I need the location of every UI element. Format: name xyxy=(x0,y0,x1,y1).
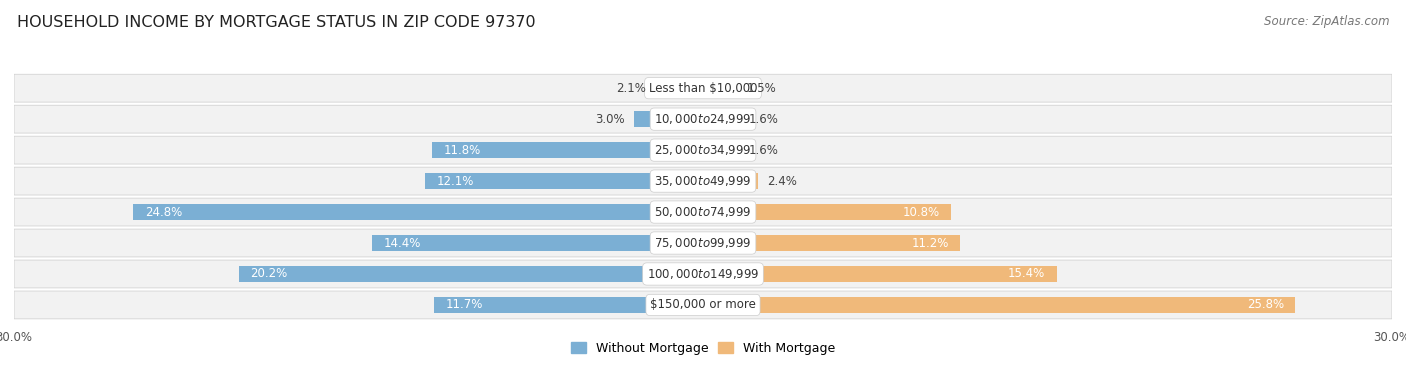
Text: 2.1%: 2.1% xyxy=(616,82,645,94)
Text: 1.6%: 1.6% xyxy=(749,144,779,156)
FancyBboxPatch shape xyxy=(14,167,1392,195)
FancyBboxPatch shape xyxy=(14,105,1392,133)
Text: 24.8%: 24.8% xyxy=(145,206,183,218)
Text: $100,000 to $149,999: $100,000 to $149,999 xyxy=(647,267,759,281)
Text: 12.1%: 12.1% xyxy=(437,175,474,187)
FancyBboxPatch shape xyxy=(14,198,1392,226)
Bar xyxy=(434,297,703,313)
Legend: Without Mortgage, With Mortgage: Without Mortgage, With Mortgage xyxy=(565,337,841,360)
Text: 11.2%: 11.2% xyxy=(911,237,949,249)
FancyBboxPatch shape xyxy=(14,136,1392,164)
Text: 15.4%: 15.4% xyxy=(1008,268,1045,280)
Bar xyxy=(432,142,703,158)
Bar xyxy=(703,266,1057,282)
Bar xyxy=(703,142,740,158)
Bar xyxy=(634,111,703,127)
Text: 20.2%: 20.2% xyxy=(250,268,288,280)
FancyBboxPatch shape xyxy=(14,74,1392,102)
Text: Source: ZipAtlas.com: Source: ZipAtlas.com xyxy=(1264,15,1389,28)
Text: 10.8%: 10.8% xyxy=(903,206,939,218)
Bar xyxy=(703,235,960,251)
Text: 14.4%: 14.4% xyxy=(384,237,422,249)
Bar xyxy=(373,235,703,251)
Bar xyxy=(703,80,738,96)
Text: 1.5%: 1.5% xyxy=(747,82,776,94)
Text: 11.8%: 11.8% xyxy=(443,144,481,156)
Text: $35,000 to $49,999: $35,000 to $49,999 xyxy=(654,174,752,188)
Text: $150,000 or more: $150,000 or more xyxy=(650,299,756,311)
Text: $75,000 to $99,999: $75,000 to $99,999 xyxy=(654,236,752,250)
Text: $25,000 to $34,999: $25,000 to $34,999 xyxy=(654,143,752,157)
Bar xyxy=(239,266,703,282)
Bar xyxy=(655,80,703,96)
Text: HOUSEHOLD INCOME BY MORTGAGE STATUS IN ZIP CODE 97370: HOUSEHOLD INCOME BY MORTGAGE STATUS IN Z… xyxy=(17,15,536,30)
Bar xyxy=(703,173,758,189)
FancyBboxPatch shape xyxy=(14,260,1392,288)
FancyBboxPatch shape xyxy=(14,229,1392,257)
Text: 11.7%: 11.7% xyxy=(446,299,484,311)
Bar xyxy=(703,297,1295,313)
Text: $50,000 to $74,999: $50,000 to $74,999 xyxy=(654,205,752,219)
FancyBboxPatch shape xyxy=(14,291,1392,319)
Bar xyxy=(703,204,950,220)
Text: 25.8%: 25.8% xyxy=(1247,299,1284,311)
Text: Less than $10,000: Less than $10,000 xyxy=(648,82,758,94)
Bar xyxy=(703,111,740,127)
Text: $10,000 to $24,999: $10,000 to $24,999 xyxy=(654,112,752,126)
Text: 1.6%: 1.6% xyxy=(749,113,779,125)
Bar xyxy=(134,204,703,220)
Text: 3.0%: 3.0% xyxy=(595,113,624,125)
Text: 2.4%: 2.4% xyxy=(768,175,797,187)
Bar xyxy=(425,173,703,189)
